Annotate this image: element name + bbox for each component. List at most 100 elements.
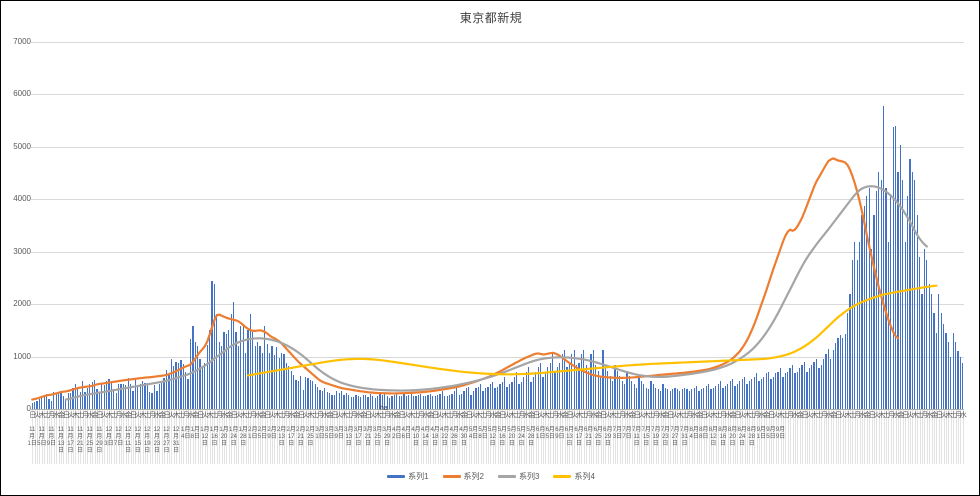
- weekday-label: 火: [907, 412, 915, 419]
- bar: [393, 394, 395, 409]
- weekday-label: 土: [446, 412, 454, 419]
- bar: [571, 353, 573, 409]
- legend-item-系列3[interactable]: 系列3: [498, 471, 539, 482]
- x-tick-column: [173, 410, 175, 464]
- weekday-label: 土: [211, 412, 219, 419]
- bar: [568, 362, 571, 409]
- bar: [398, 395, 400, 409]
- date-tick-label: 7月 31日: [679, 427, 690, 447]
- bar: [827, 348, 830, 409]
- line-series-系列3: [64, 185, 928, 401]
- x-tick-column: [526, 410, 528, 464]
- x-tick-column: [358, 410, 360, 464]
- x-tick-column: [140, 410, 142, 464]
- x-tick-column: [279, 410, 281, 464]
- bar: [288, 365, 290, 409]
- x-tick-column: [547, 410, 549, 464]
- bar: [573, 350, 575, 409]
- x-tick-column: [281, 410, 283, 464]
- bar: [501, 382, 503, 409]
- bar: [408, 394, 410, 409]
- x-tick-column: [718, 410, 720, 464]
- bar: [293, 374, 295, 409]
- legend-item-系列1[interactable]: 系列1: [387, 471, 429, 482]
- x-tick-column: [715, 410, 717, 464]
- x-tick-column: [888, 410, 890, 464]
- x-tick-column: [763, 410, 765, 464]
- bar: [125, 385, 127, 409]
- legend-item-系列4[interactable]: 系列4: [553, 471, 595, 482]
- x-tick-column: [363, 410, 365, 464]
- weekday-label: 月: [115, 412, 123, 419]
- x-tick-column: [859, 410, 861, 464]
- x-tick-column: [204, 410, 206, 464]
- bar: [784, 373, 786, 409]
- x-tick-column: [634, 410, 636, 464]
- x-tick-column: [514, 410, 516, 464]
- bar: [516, 372, 518, 409]
- gridline: [31, 304, 964, 306]
- x-tick-column: [922, 410, 924, 464]
- x-tick-column: [543, 410, 545, 464]
- bar: [269, 353, 271, 409]
- x-tick-column: [778, 410, 780, 464]
- x-tick-column: [382, 410, 384, 464]
- bar: [69, 393, 72, 409]
- gridline: [31, 199, 964, 201]
- x-tick-column: [415, 410, 417, 464]
- bar: [621, 380, 623, 409]
- gridline: [31, 251, 964, 253]
- legend-item-系列2[interactable]: 系列2: [442, 471, 484, 482]
- hover-tooltip: ha: [380, 405, 388, 412]
- date-tick-label: 4月 26日: [449, 427, 459, 447]
- x-tick-column: [377, 410, 379, 464]
- weekday-label: 火: [369, 412, 377, 419]
- bar: [830, 359, 832, 409]
- bar: [619, 375, 621, 409]
- x-tick-column: [840, 410, 842, 464]
- bar: [559, 362, 561, 409]
- weekday-label: 土: [815, 412, 823, 419]
- x-tick-column: [53, 410, 55, 464]
- x-tick-column: [305, 410, 307, 464]
- x-tick-column: [667, 410, 669, 464]
- bar: [350, 396, 352, 409]
- x-tick-column: [742, 410, 744, 464]
- bar: [748, 381, 750, 409]
- bar: [324, 388, 326, 409]
- x-tick-column: [276, 410, 278, 464]
- weekday-label: 金: [763, 412, 771, 419]
- bar: [818, 368, 820, 409]
- chart-legend: 系列1 系列2 系列3 系列4: [1, 471, 979, 482]
- bar: [866, 196, 868, 409]
- weekday-label: 日: [331, 412, 339, 419]
- x-tick-column: [785, 410, 787, 464]
- x-tick-column: [739, 410, 741, 464]
- bar: [367, 396, 369, 409]
- x-tick-column: [694, 410, 696, 464]
- date-tick-label: 12月 15日: [134, 427, 142, 454]
- bar: [777, 371, 779, 409]
- x-tick-column: [202, 410, 204, 464]
- x-tick-column: [898, 410, 900, 464]
- x-tick-column: [869, 410, 871, 464]
- x-tick-column: [910, 410, 912, 464]
- weekday-label: 火: [705, 412, 713, 419]
- bar: [230, 314, 232, 409]
- bar: [916, 214, 918, 409]
- bar: [755, 373, 758, 409]
- weekday-label: 火: [201, 412, 209, 419]
- x-tick-column: [821, 410, 823, 464]
- x-tick-column: [51, 410, 53, 464]
- x-tick-column: [250, 410, 252, 464]
- x-tick-column: [924, 410, 926, 464]
- x-tick-column: [87, 410, 89, 464]
- date-tick-label: 2月 13日: [276, 427, 287, 447]
- weekday-label: 月: [652, 412, 660, 419]
- weekday-label: 月: [317, 412, 324, 419]
- bar: [163, 377, 165, 409]
- x-tick-column: [833, 410, 835, 464]
- x-tick-column: [615, 410, 617, 464]
- x-tick-column: [838, 410, 840, 464]
- weekday-label: 火: [168, 412, 176, 419]
